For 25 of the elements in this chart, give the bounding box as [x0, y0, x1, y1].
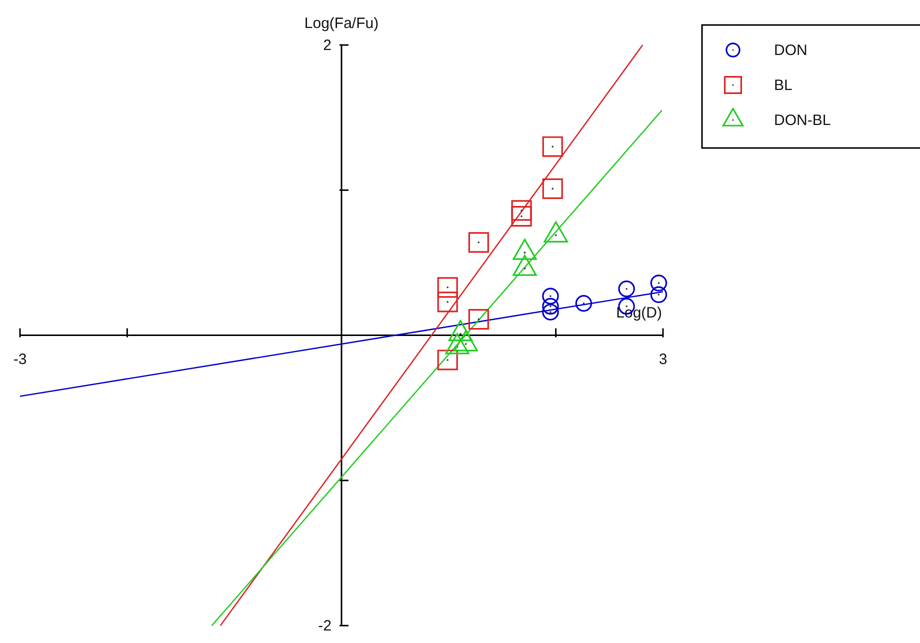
point [468, 309, 489, 330]
point [468, 232, 489, 253]
y-tick-label: 2 [323, 36, 332, 54]
point [511, 206, 532, 227]
point [542, 178, 563, 199]
x-tick-label: -3 [13, 350, 27, 368]
y-tick-label: -2 [318, 617, 332, 634]
point [618, 280, 635, 298]
x-tick-label: 3 [658, 350, 668, 368]
legend-label: DON-BL [774, 112, 831, 129]
point [542, 298, 559, 315]
point [542, 288, 559, 304]
point [650, 286, 668, 304]
point [437, 350, 458, 370]
legend-label: BL [774, 77, 792, 94]
point [650, 274, 668, 292]
point [575, 295, 592, 312]
x-axis-title: Log(D) [616, 304, 662, 322]
point [542, 304, 559, 320]
legend-label: DON [774, 42, 808, 59]
point [437, 292, 458, 312]
point [542, 136, 563, 157]
point [437, 277, 458, 298]
point [511, 200, 532, 221]
y-axis-title: Log(Fa/Fu) [304, 15, 379, 32]
